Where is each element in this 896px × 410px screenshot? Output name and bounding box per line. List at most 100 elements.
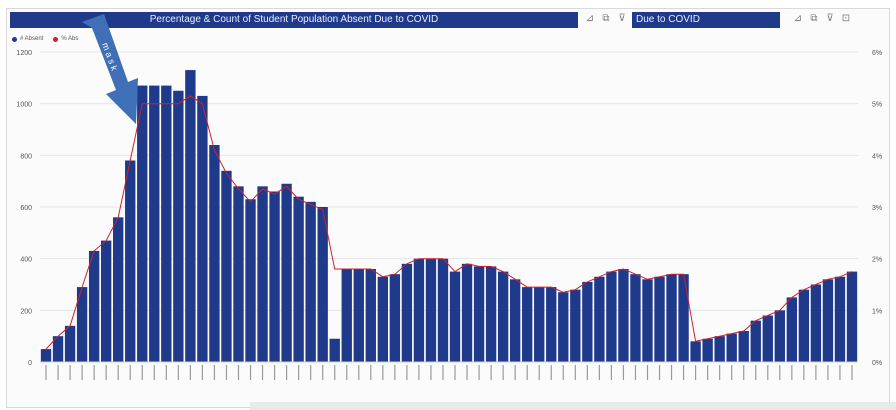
bar (630, 274, 641, 362)
bar (365, 269, 376, 362)
bar (606, 271, 617, 362)
bar (846, 271, 858, 362)
legend-label-percent: % Abs (61, 36, 79, 42)
bar (173, 90, 184, 362)
bar (726, 333, 737, 362)
bar (690, 341, 701, 362)
chart-title-2: Due to COVID (632, 12, 780, 28)
more-icon-2[interactable]: ⊡ (841, 13, 851, 24)
pin-icon[interactable]: ⊿ (585, 13, 595, 24)
y2-tick-label: 0% (872, 360, 882, 367)
filter-icon-2[interactable]: ⊽ (826, 13, 834, 24)
bar (834, 276, 846, 362)
bar (509, 279, 521, 362)
bar (594, 276, 605, 362)
bar (413, 258, 425, 362)
bar (197, 95, 208, 363)
bar (654, 276, 665, 362)
bar (618, 269, 629, 362)
bar (269, 191, 280, 362)
bar (185, 70, 196, 362)
bar (642, 279, 653, 362)
bar (786, 297, 798, 362)
bar (546, 287, 557, 362)
y2-tick-label: 2% (872, 257, 882, 264)
bar (293, 196, 304, 362)
bar (570, 289, 581, 362)
chart-title: Percentage & Count of Student Population… (10, 12, 578, 28)
y2-tick-label: 5% (872, 102, 882, 109)
y-tick-label: 600 (20, 205, 32, 212)
bar (401, 263, 413, 362)
bar (810, 284, 822, 362)
bar (257, 186, 268, 362)
bar (666, 274, 677, 362)
bar (40, 349, 52, 362)
bar (52, 336, 64, 362)
bar (64, 325, 76, 362)
bar (161, 85, 172, 362)
y-tick-label: 200 (20, 308, 32, 315)
bar (377, 276, 389, 362)
copy-icon[interactable]: ⧉ (602, 13, 610, 24)
legend-item-absent: # Absent (12, 36, 43, 42)
bar (341, 269, 352, 362)
bar (750, 320, 761, 362)
bar (281, 183, 292, 362)
bar (798, 289, 810, 362)
bar (245, 199, 256, 362)
bar (473, 266, 485, 362)
bar (762, 315, 773, 362)
legend: # Absent % Abs (12, 36, 78, 42)
bar (100, 240, 112, 362)
bar (449, 271, 461, 362)
percent-line (45, 95, 853, 350)
y-tick-label: 1000 (16, 102, 32, 109)
mask-arrow-annotation: m a s k (82, 14, 138, 124)
bar (389, 274, 401, 362)
y-tick-label: 1200 (16, 50, 32, 57)
bar (461, 263, 473, 362)
bar (353, 269, 364, 362)
filter-icon[interactable]: ⊽ (618, 13, 626, 24)
legend-label-absent: # Absent (20, 36, 44, 42)
bar (774, 310, 785, 362)
legend-dot-percent (53, 36, 59, 42)
bar (558, 292, 569, 362)
bar (76, 287, 88, 362)
title-toolbar-2: ⊿ ⧉ ⊽ ⊡ (792, 12, 852, 28)
pin-icon-2[interactable]: ⊿ (793, 13, 803, 24)
legend-item-percent: % Abs (53, 36, 78, 42)
bar (714, 336, 725, 362)
horizontal-scrollbar[interactable] (250, 402, 896, 410)
bar (534, 287, 545, 362)
y2-tick-label: 3% (872, 205, 882, 212)
bar (497, 271, 509, 362)
title-toolbar: ⊿ ⧉ ⊽ (584, 12, 628, 28)
bar (329, 338, 340, 362)
y2-tick-label: 4% (872, 153, 882, 160)
bar (485, 266, 497, 362)
bar (822, 279, 834, 362)
legend-dot-absent (12, 36, 17, 42)
y2-tick-label: 1% (872, 308, 882, 315)
y-tick-label: 800 (20, 153, 32, 160)
copy-icon-2[interactable]: ⧉ (810, 13, 818, 24)
bar (437, 258, 449, 362)
bar (317, 207, 328, 362)
bar (425, 258, 437, 362)
y-tick-label: 400 (20, 257, 32, 264)
bar (149, 85, 160, 362)
bar (233, 186, 244, 362)
bar (125, 160, 136, 362)
bar (209, 145, 220, 362)
bar (137, 85, 148, 362)
bar (221, 170, 232, 362)
bar (305, 201, 316, 362)
arrow-shape (82, 14, 138, 124)
bar (522, 287, 533, 362)
y2-tick-label: 6% (872, 50, 882, 57)
bar (678, 274, 689, 362)
bar (702, 338, 713, 362)
bar (582, 281, 593, 362)
